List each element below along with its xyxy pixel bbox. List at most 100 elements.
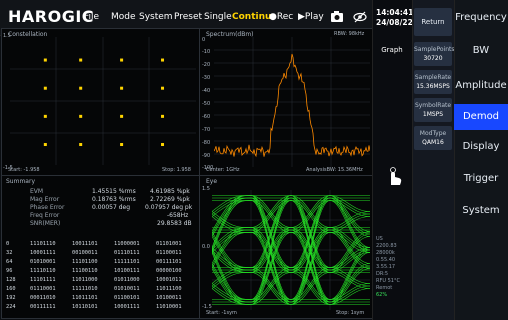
constellation-y-top: 1.5 [3, 33, 11, 39]
bit-cell: 01100101 [114, 295, 140, 301]
bit-cell: 11101111 [30, 277, 56, 283]
eye-start: Start: -1sym [206, 310, 237, 316]
graph-button[interactable]: Graph [381, 46, 403, 54]
y-tick: -70 [202, 127, 211, 133]
nav-bw[interactable]: BW [472, 45, 490, 56]
bit-cell: 01110001 [30, 286, 56, 292]
eye-title: Eye [206, 178, 218, 185]
summary-row: Phase Error [30, 204, 64, 211]
constellation-point [79, 114, 83, 118]
bit-cell: 32 [6, 250, 13, 256]
summary-label: SNR(MER) [30, 220, 61, 227]
nav-display[interactable]: Display [462, 141, 500, 152]
sample-points-label: SamplePoints [414, 46, 455, 53]
eye-pane[interactable]: Eye 1.5 0.0 -1.5 Start: -1sym Stop: 1sym [199, 175, 373, 319]
constellation-point [120, 114, 124, 118]
sample-points-value: 30720 [423, 55, 443, 62]
menu-mode[interactable]: Mode [111, 12, 136, 22]
nav-amplitude[interactable]: Amplitude [455, 80, 507, 91]
summary-label: Phase Error [30, 204, 65, 211]
symbol-rate-value: 1MSPS [422, 111, 444, 118]
summary-pane[interactable]: Summary EVM 1.45515 %rms 4.61985 %pk Mag… [1, 175, 200, 319]
bit-cell: 10011101 [72, 241, 98, 247]
constellation-y-bottom: -1.5 [3, 165, 13, 171]
constellation-point [43, 114, 47, 118]
constellation-point [120, 58, 124, 62]
nav-system[interactable]: System [462, 205, 500, 216]
menu-preset[interactable]: Preset [174, 12, 203, 22]
symbol-rate-label: SymbolRate [414, 102, 452, 109]
bit-cell: 11000001 [114, 241, 140, 247]
status-line: RFU 51°C [376, 278, 400, 284]
spectrum-rbw: RBW: 98kHz [334, 31, 365, 37]
sample-rate[interactable]: SampleRate 15.36MSPS [414, 70, 452, 94]
bit-cell: 00011010 [30, 295, 56, 301]
return-button[interactable]: Return [414, 8, 452, 36]
eye-y-bottom: -1.5 [202, 304, 212, 310]
nav-demod[interactable]: Demod [454, 104, 508, 130]
sample-points[interactable]: SamplePoints 30720 [414, 42, 455, 66]
constellation-point [161, 86, 165, 90]
y-tick: -100 [202, 165, 214, 171]
status-info: US 2200.83 28000k 0.55.40 3.55.17 DR:5 R… [376, 236, 408, 316]
summary-val2: 29.8583 dB [157, 220, 192, 227]
bit-cell: 00100011 [72, 250, 98, 256]
status-line: 0.55.40 [376, 257, 396, 263]
constellation-point [120, 143, 124, 147]
continuous-button[interactable]: Continu. [232, 12, 275, 22]
bit-cell: 224 [6, 304, 16, 310]
record-button[interactable]: ●Rec [269, 12, 294, 22]
summary-label: Freq Error [30, 212, 60, 219]
y-tick: -20 [202, 62, 211, 68]
bit-cell: 11101110 [30, 241, 56, 247]
summary-val1: 0.18763 %rms [92, 196, 136, 203]
nav-trigger[interactable]: Trigger [463, 173, 499, 184]
right-nav [454, 0, 508, 320]
spectrum-pane[interactable]: Spectrum(dBm) RBW: 98kHz 0 -10 -20 -30 -… [199, 28, 373, 176]
symbol-rate[interactable]: SymbolRate 1MSPS [414, 98, 452, 122]
summary-row: EVM [30, 188, 43, 195]
camera-icon[interactable] [330, 9, 344, 23]
bit-cell: 11011101 [72, 295, 98, 301]
bit-cell: 10110101 [72, 304, 98, 310]
summary-val1: 1.45515 %rms [92, 188, 136, 195]
summary-val1: 0.00057 deg [92, 204, 131, 211]
constellation-pane[interactable]: Constellation 1.5 -1.5 Start: -1.958 Sto… [1, 28, 200, 176]
time-text: 14:04:41 [376, 8, 414, 17]
bit-cell: 10100011 [156, 295, 182, 301]
menu-file[interactable]: File [84, 12, 100, 22]
bit-cell: 11110110 [30, 268, 56, 274]
touch-hand-icon[interactable] [383, 165, 405, 187]
summary-row: Mag Error [30, 196, 59, 203]
spectrum-trace [214, 53, 370, 158]
constellation-point [161, 58, 165, 62]
date-text: 24/08/22 [376, 18, 413, 27]
spectrum-center: Center: 1GHz [206, 167, 240, 173]
modtype[interactable]: ModType QAM16 [414, 126, 452, 150]
constellation-start: Start: -1.958 [8, 167, 40, 173]
play-button[interactable]: ▶Play [298, 12, 324, 22]
y-tick: -40 [202, 88, 211, 94]
bit-cell: 11111101 [114, 259, 140, 265]
constellation-point [43, 143, 47, 147]
battery-level: 62% [376, 292, 388, 298]
constellation-point [79, 58, 83, 62]
bit-cell: 192 [6, 295, 16, 301]
bit-cell: 01010001 [30, 259, 56, 265]
menu-single[interactable]: Single [204, 12, 232, 22]
bit-cell: 00111111 [30, 304, 56, 310]
y-tick: 0 [202, 37, 206, 43]
nav-frequency[interactable]: Frequency [455, 12, 507, 23]
bit-cell: 11100110 [72, 268, 98, 274]
hide-icon[interactable] [353, 9, 367, 23]
bit-cell: 128 [6, 277, 16, 283]
constellation-point [120, 86, 124, 90]
bit-cell: 11011100 [156, 286, 182, 292]
menu-system[interactable]: System [139, 12, 173, 22]
spectrum-title: Spectrum(dBm) [206, 31, 254, 38]
constellation-title: Constellation [8, 31, 48, 38]
info-strip [372, 0, 412, 320]
bit-cell: 11010001 [156, 304, 182, 310]
bit-cell: 160 [6, 286, 16, 292]
bit-cell: 00000100 [156, 268, 182, 274]
